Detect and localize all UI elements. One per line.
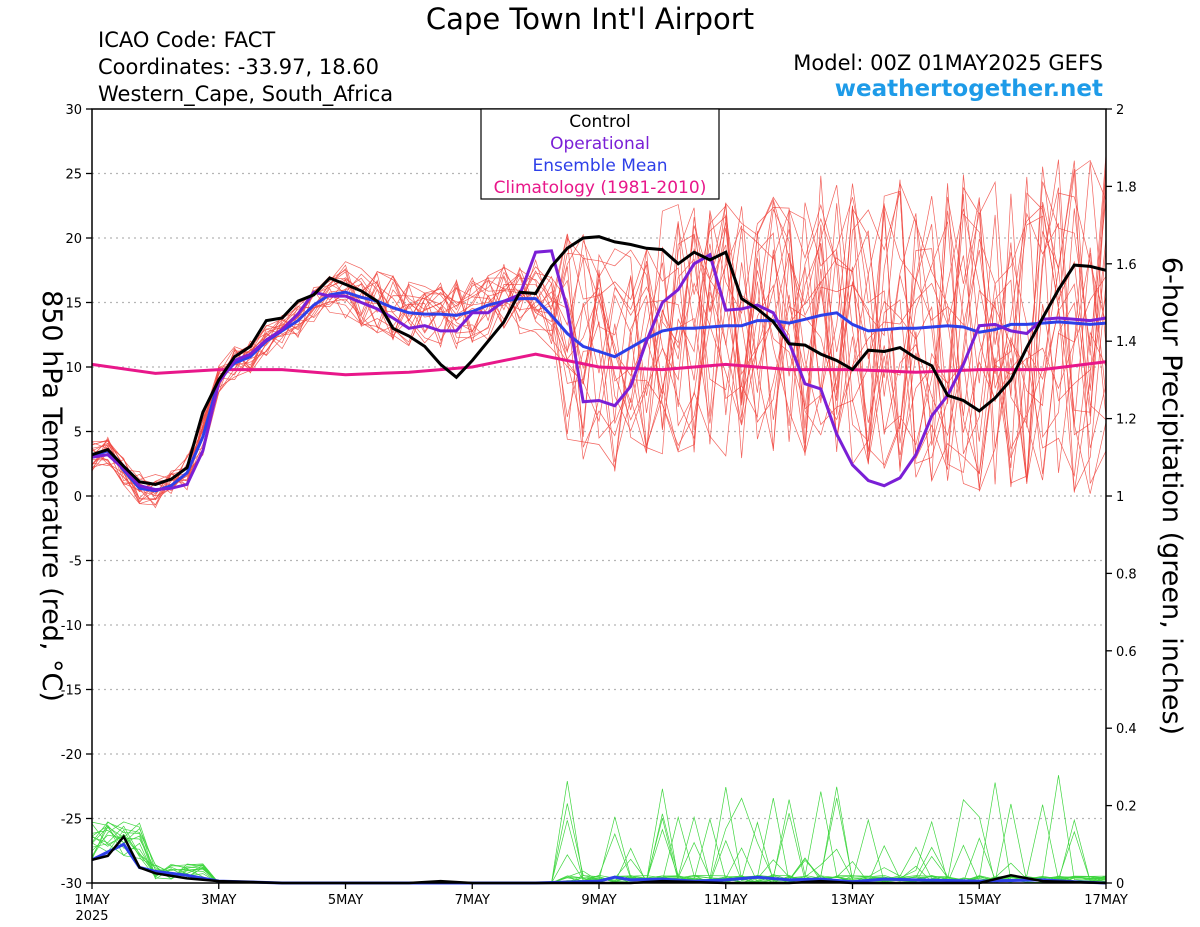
y2-axis-title: 6-hour Precipitation (green, inches) (1156, 257, 1187, 735)
y-tick-label: 5 (74, 426, 82, 441)
precipitation-member-line (91, 791, 1107, 884)
temperature-ensemble-members (91, 154, 1107, 509)
x-tick-label: 13MAY (831, 893, 875, 908)
temperature-member-line (91, 174, 1107, 501)
y2-tick-label: 0.2 (1116, 800, 1137, 815)
temperature-member-line (91, 175, 1107, 506)
temperature-member-line (91, 196, 1107, 493)
legend-entry: Operational (550, 134, 650, 154)
legend-entry: Control (569, 112, 630, 132)
precipitation-member-line (91, 775, 1107, 884)
precipitation-member-line (91, 798, 1107, 884)
legend-entry: Ensemble Mean (532, 156, 667, 176)
temperature-member-line (91, 201, 1107, 482)
y-tick-label: -15 (61, 684, 82, 699)
temperature-member-line (91, 154, 1107, 502)
y-tick-label: -30 (61, 877, 82, 892)
x-tick-label: 1MAY (74, 893, 109, 908)
y2-tick-label: 2 (1116, 103, 1124, 118)
operational-line (91, 249, 1107, 492)
icao-code-label: ICAO Code: FACT (98, 28, 276, 52)
climatology-line (91, 352, 1107, 377)
plot-frame (91, 108, 1107, 884)
y2-tick-label: 1.2 (1116, 413, 1137, 428)
precipitation-member-line (91, 788, 1107, 884)
precip-control-line (91, 834, 1107, 885)
temperature-member-line (91, 159, 1107, 496)
y2-tick-label: 0.4 (1116, 722, 1137, 737)
temperature-member-line (91, 162, 1107, 505)
y-tick-label: 25 (65, 168, 82, 183)
x-tick-label: 5MAY (328, 893, 363, 908)
temperature-member-line (91, 180, 1107, 509)
precipitation-member-line (91, 821, 1107, 884)
brand-link[interactable]: weathertogether.net (834, 76, 1103, 102)
y2-tick-label: 1 (1116, 490, 1124, 505)
legend-entry: Climatology (1981-2010) (494, 178, 707, 198)
x-tick-label: 3MAY (201, 893, 236, 908)
x-tick-label: 17MAY (1084, 893, 1128, 908)
temperature-member-line (91, 210, 1107, 494)
legend-box (480, 108, 720, 200)
control-line (91, 235, 1107, 486)
precipitation-member-line (91, 821, 1107, 884)
x-tick-label: 11MAY (704, 893, 748, 908)
y-tick-label: -20 (61, 748, 82, 763)
coordinates-label: Coordinates: -33.97, 18.60 (98, 55, 379, 79)
precipitation-member-line (91, 818, 1107, 884)
axes: 302520151050-5-10-15-20-25-3021.81.61.41… (61, 103, 1137, 924)
temperature-member-line (91, 179, 1107, 504)
y-tick-label: -5 (69, 555, 82, 570)
x-tick-label: 15MAY (957, 893, 1001, 908)
precipitation-member-line (91, 798, 1107, 884)
grid-lines (92, 172, 1106, 820)
y2-tick-label: 0.6 (1116, 645, 1137, 660)
temperature-member-line (91, 181, 1107, 499)
temperature-member-line (91, 169, 1107, 495)
y2-tick-label: 0 (1116, 877, 1124, 892)
y-tick-label: -10 (61, 619, 82, 634)
x-tick-sublabel: 2025 (75, 909, 108, 924)
y2-tick-label: 1.4 (1116, 335, 1137, 350)
y2-tick-label: 0.8 (1116, 567, 1137, 582)
y-tick-label: 30 (65, 103, 82, 118)
y-tick-label: 20 (65, 232, 82, 247)
x-tick-label: 9MAY (581, 893, 616, 908)
y-tick-label: 15 (65, 297, 82, 312)
y2-tick-label: 1.6 (1116, 258, 1137, 273)
chart-title: Cape Town Int'l Airport (425, 2, 755, 36)
y2-tick-label: 1.8 (1116, 180, 1137, 195)
y-tick-label: -25 (61, 813, 82, 828)
precipitation-ensemble-members (91, 775, 1107, 884)
region-label: Western_Cape, South_Africa (98, 82, 394, 106)
y-tick-label: 10 (65, 361, 82, 376)
data-series (91, 235, 1107, 885)
temperature-member-line (91, 160, 1107, 506)
model-run-label: Model: 00Z 01MAY2025 GEFS (793, 51, 1103, 75)
precip-mean-line (91, 842, 1107, 885)
x-tick-label: 7MAY (455, 893, 490, 908)
temperature-member-line (91, 203, 1107, 492)
y-tick-label: 0 (74, 490, 82, 505)
precipitation-member-line (91, 803, 1107, 884)
y-axis-title: 850 hPa Temperature (red, °C) (36, 290, 67, 702)
